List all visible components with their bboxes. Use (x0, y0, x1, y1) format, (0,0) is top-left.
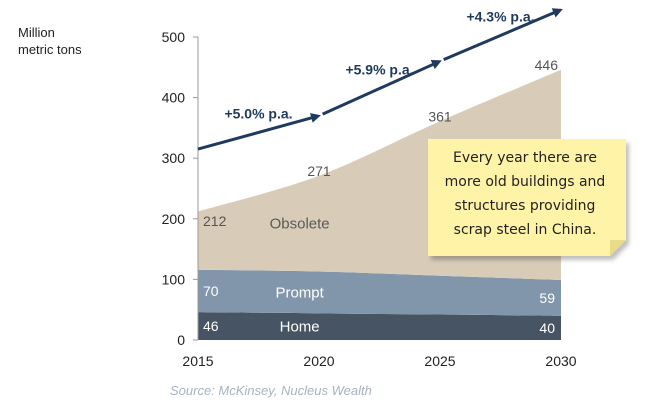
value-label-prompt-2030: 59 (539, 290, 555, 306)
growth-label: +4.3% p.a. (466, 8, 534, 24)
growth-arrows-group: +5.0% p.a. +5.9% p.a. +4.3% p.a. (197, 8, 563, 151)
y-tick-label: 300 (162, 150, 186, 166)
x-axis: 2015 2020 2025 2030 (182, 353, 576, 369)
x-tick-label: 2025 (424, 353, 455, 369)
source-text: Source: McKinsey, Nucleus Wealth (170, 383, 372, 398)
x-tick-label: 2015 (182, 353, 213, 369)
value-labels-group: 46 40 70 59 212 271 361 446 (203, 57, 558, 336)
sticky-note: Every year there are more old buildings a… (428, 139, 626, 256)
growth-label: +5.9% p.a. (345, 62, 413, 78)
growth-label: +5.0% p.a. (224, 105, 292, 121)
sticky-note-line: Every year there are (453, 150, 597, 166)
series-label-obsolete: Obsolete (270, 216, 330, 233)
growth-arrow (197, 113, 321, 151)
series-labels-group: Home Prompt Obsolete (270, 216, 330, 336)
value-label-prompt-2015: 70 (203, 283, 219, 299)
value-label-total-2025: 361 (428, 108, 452, 124)
series-label-home: Home (280, 319, 320, 336)
y-axis: 0 100 200 300 400 500 (162, 29, 199, 348)
value-label-total-2015: 212 (203, 213, 227, 229)
y-tick-label: 0 (177, 332, 185, 348)
area-prompt (198, 269, 561, 316)
sticky-note-shape (428, 139, 626, 256)
series-label-prompt: Prompt (275, 284, 324, 301)
y-tick-label: 500 (162, 29, 186, 45)
value-label-total-2030: 446 (535, 57, 559, 73)
value-label-home-2030: 40 (539, 320, 555, 336)
y-axis-label-line-2: metric tons (18, 42, 82, 57)
growth-arrow (322, 59, 442, 116)
value-label-total-2020: 271 (307, 163, 331, 179)
sticky-note-fold (610, 240, 626, 256)
x-tick-label: 2020 (303, 353, 334, 369)
growth-arrow (443, 8, 563, 62)
y-tick-label: 400 (162, 90, 186, 106)
y-tick-label: 200 (162, 211, 186, 227)
x-tick-label: 2030 (545, 353, 576, 369)
sticky-note-line: scrap steel in China. (454, 222, 597, 238)
sticky-note-line: more old buildings and (445, 174, 606, 190)
area-home (198, 312, 561, 340)
y-tick-label: 100 (162, 271, 186, 287)
sticky-note-line: structures providing (455, 198, 596, 214)
y-axis-label-line-1: Million (18, 25, 55, 40)
sticky-note-text: Every year there are more old buildings a… (445, 150, 606, 238)
value-label-home-2015: 46 (203, 318, 219, 334)
